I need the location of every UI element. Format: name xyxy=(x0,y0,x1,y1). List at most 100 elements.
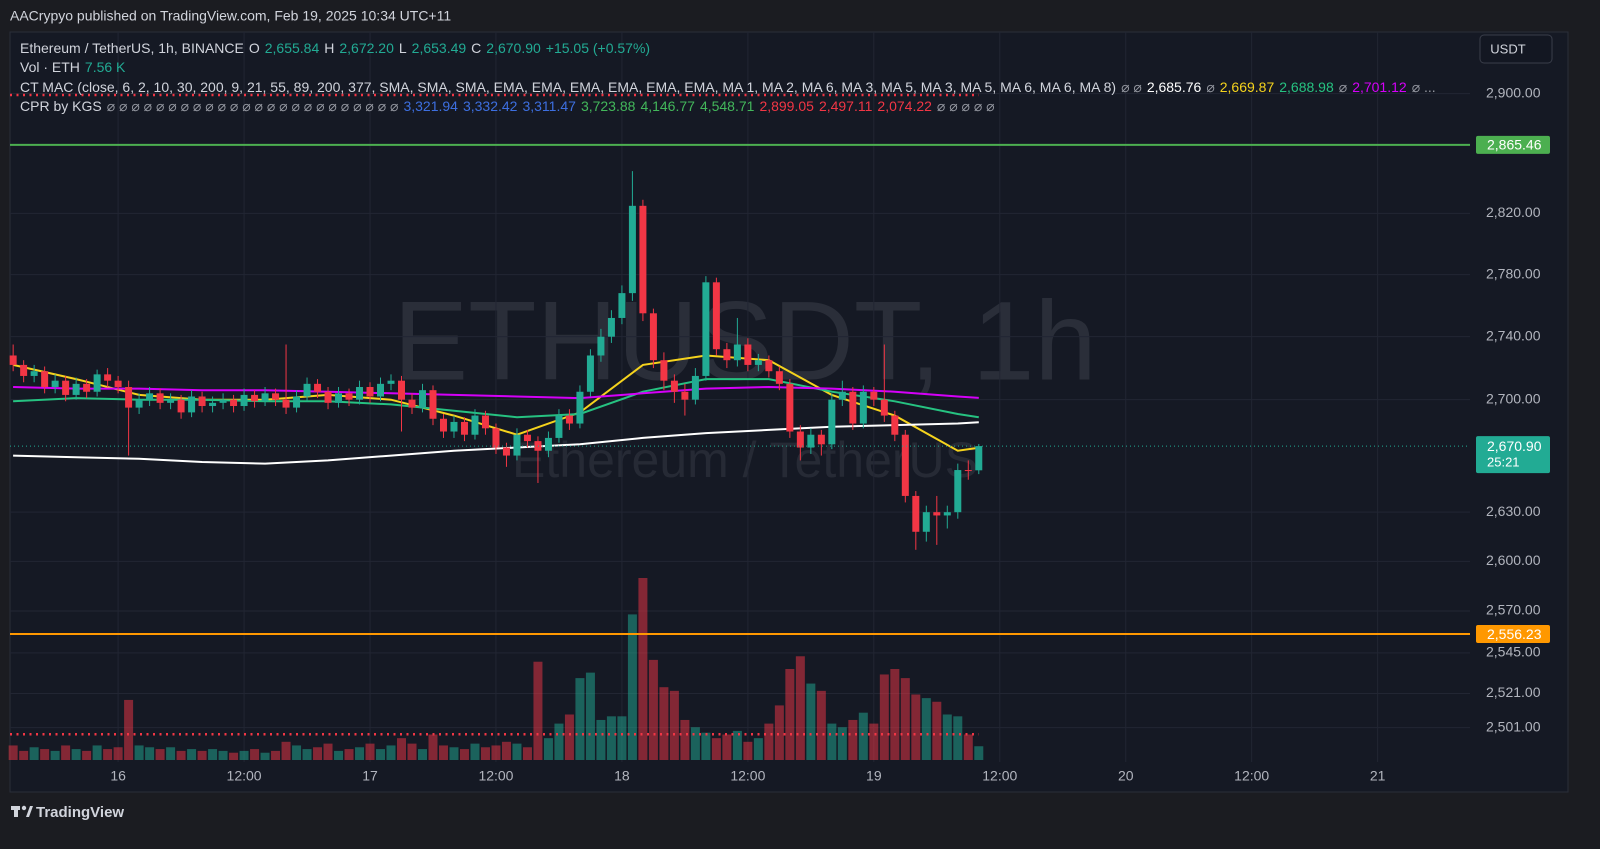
legend-item: 7.56 K xyxy=(84,59,126,76)
candle-body xyxy=(670,380,678,392)
candle-body xyxy=(607,317,615,337)
candle-body xyxy=(513,434,521,456)
candle-body xyxy=(565,415,573,424)
volume-bar xyxy=(145,747,155,760)
volume-bar xyxy=(459,749,469,760)
volume-bar xyxy=(953,716,963,760)
candle-body xyxy=(534,441,542,451)
legend-item: 3,332.42 xyxy=(462,98,518,115)
y-tick-label: 2,700.00 xyxy=(1486,390,1541,406)
y-tick-label: 2,521.00 xyxy=(1486,684,1541,700)
volume-bar xyxy=(617,716,627,760)
legend-item: C xyxy=(471,40,482,56)
volume-bar xyxy=(218,750,228,760)
candle-body xyxy=(177,399,185,413)
candle-body xyxy=(849,391,857,424)
volume-bar xyxy=(71,749,81,760)
volume-bar xyxy=(890,669,900,760)
footer-logo xyxy=(11,805,33,817)
legend-item: 2,701.12 xyxy=(1352,78,1407,95)
candle-body xyxy=(744,344,752,365)
candle-body xyxy=(429,390,437,419)
candle-body xyxy=(807,434,815,448)
candle-body xyxy=(649,313,657,361)
y-tick-label: 2,780.00 xyxy=(1486,265,1541,281)
candle-body xyxy=(439,418,447,432)
candle-body xyxy=(146,393,154,400)
volume-bar xyxy=(963,734,973,760)
volume-bar xyxy=(40,749,50,760)
candle-body xyxy=(712,282,720,350)
x-tick-label: 16 xyxy=(110,768,126,784)
candle-body xyxy=(209,402,217,407)
volume-bar xyxy=(564,714,574,760)
volume-bar xyxy=(92,745,102,760)
candle-body xyxy=(943,512,951,516)
volume-bar xyxy=(869,723,879,760)
candle-body xyxy=(30,371,38,376)
candle-body xyxy=(754,360,762,365)
volume-bar xyxy=(334,750,344,760)
legend-item: CPR by KGS xyxy=(20,98,102,115)
candle-body xyxy=(167,399,175,403)
volume-bar xyxy=(438,745,448,760)
candle-body xyxy=(356,386,364,400)
candle-body xyxy=(293,396,301,408)
candle-body xyxy=(230,399,238,407)
currency-button[interactable] xyxy=(1479,34,1553,64)
candle-body xyxy=(62,380,70,395)
candle-body xyxy=(639,205,647,314)
volume-bar xyxy=(753,738,763,760)
header: AACrypyo published on TradingView.com, F… xyxy=(10,8,451,24)
currency-button-label[interactable]: USDT xyxy=(1490,41,1525,56)
candle-body xyxy=(838,391,846,400)
legend-item: 2,653.49 xyxy=(411,40,467,56)
candle-body xyxy=(83,383,91,392)
volume-bar xyxy=(858,712,868,760)
volume-bar xyxy=(491,745,501,760)
volume-bar xyxy=(281,741,291,760)
candle-body xyxy=(135,399,143,408)
legend-item: 3,311.47 xyxy=(522,98,576,115)
legend-item: O xyxy=(248,40,260,56)
volume-bar xyxy=(187,749,197,760)
volume-bar xyxy=(103,749,113,760)
candle-body xyxy=(912,495,920,532)
candle-body xyxy=(51,380,59,387)
candle-body xyxy=(628,205,636,294)
volume-bar xyxy=(711,738,721,760)
legend-item: ⌀ ⌀ ⌀ ⌀ ⌀ xyxy=(936,98,995,115)
legend-item: 2,669.87 xyxy=(1219,78,1275,95)
volume-bar xyxy=(302,749,312,760)
volume-bar xyxy=(155,749,165,760)
candle-body xyxy=(723,349,731,361)
candle-body xyxy=(240,394,248,407)
legend-item: 2,685.76 xyxy=(1146,78,1202,95)
candle-body xyxy=(933,512,941,516)
level-tag xyxy=(1476,135,1550,154)
candle-body xyxy=(72,383,80,395)
volume-bar xyxy=(376,749,386,760)
legend-item: ⌀ xyxy=(1206,78,1215,95)
y-tick-label: 2,630.00 xyxy=(1486,503,1541,519)
volume-bar xyxy=(176,750,186,760)
last-price-label: 2,670.90 xyxy=(1487,438,1542,454)
volume-bar xyxy=(134,745,144,760)
candle-body xyxy=(398,380,406,400)
candle-body xyxy=(775,371,783,384)
legend-item: 2,497.11 xyxy=(818,98,873,115)
footer-brand: TradingView xyxy=(36,804,124,821)
x-tick-label: 18 xyxy=(614,768,630,784)
candle-body xyxy=(481,415,489,429)
legend-item: Vol · ETH xyxy=(20,59,80,76)
volume-bar xyxy=(365,743,375,760)
candle-body xyxy=(41,371,49,387)
volume-bar xyxy=(596,719,606,760)
candle-body xyxy=(251,394,259,402)
candle-body xyxy=(261,393,269,402)
volume-bar xyxy=(932,701,942,760)
candle-body xyxy=(733,344,741,361)
countdown: 25:21 xyxy=(1487,455,1520,470)
volume-bar xyxy=(19,750,29,760)
